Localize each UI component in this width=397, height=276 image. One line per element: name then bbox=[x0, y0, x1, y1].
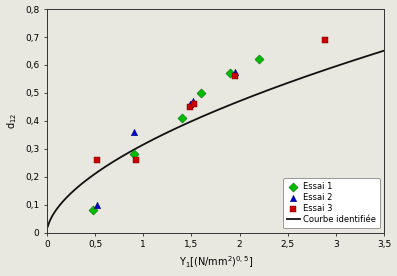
Courbe identifiée bbox=[227, 103, 232, 107]
Courbe identifiée bbox=[382, 49, 387, 52]
Essai 3 bbox=[191, 102, 198, 106]
X-axis label: Y$_1$[(N/mm$^2$)$^{0,5}$]: Y$_1$[(N/mm$^2$)$^{0,5}$] bbox=[179, 255, 252, 270]
Courbe identifiée bbox=[205, 113, 210, 116]
Y-axis label: d$_{12}$: d$_{12}$ bbox=[6, 113, 19, 129]
Courbe identifiée bbox=[207, 112, 212, 115]
Essai 1 bbox=[131, 152, 137, 156]
Essai 1 bbox=[179, 116, 185, 120]
Essai 2 bbox=[190, 99, 197, 104]
Essai 1 bbox=[256, 57, 262, 62]
Legend: Essai 1, Essai 2, Essai 3, Courbe identifiée: Essai 1, Essai 2, Essai 3, Courbe identi… bbox=[283, 178, 380, 229]
Essai 3 bbox=[321, 38, 328, 42]
Essai 3 bbox=[186, 105, 193, 109]
Courbe identifiée bbox=[321, 69, 326, 72]
Essai 3 bbox=[94, 158, 100, 162]
Essai 2 bbox=[131, 130, 137, 134]
Essai 2 bbox=[232, 70, 238, 74]
Courbe identifiée bbox=[374, 51, 379, 55]
Essai 2 bbox=[94, 203, 100, 207]
Courbe identifiée bbox=[45, 225, 50, 228]
Essai 3 bbox=[232, 74, 238, 78]
Essai 2 bbox=[186, 102, 193, 106]
Line: Courbe identifiée: Courbe identifiée bbox=[48, 51, 384, 227]
Essai 1 bbox=[198, 91, 204, 95]
Essai 1 bbox=[227, 71, 233, 76]
Essai 3 bbox=[133, 158, 140, 162]
Essai 1 bbox=[90, 208, 96, 213]
Courbe identifiée bbox=[246, 96, 251, 99]
